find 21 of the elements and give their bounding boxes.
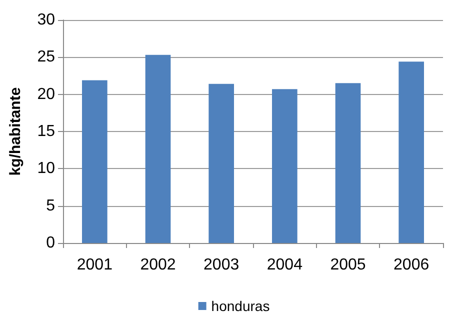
y-tick-label: 0 xyxy=(46,234,56,252)
x-tick-label: 2003 xyxy=(204,256,240,274)
bar xyxy=(208,84,234,243)
x-tick-label: 2005 xyxy=(330,256,366,274)
x-tick-label: 2006 xyxy=(394,256,430,274)
y-tick-label: 5 xyxy=(46,197,56,214)
legend-label: honduras xyxy=(211,298,270,314)
y-tick-label: 10 xyxy=(37,160,56,178)
x-tick-label: 2001 xyxy=(76,256,113,274)
bar xyxy=(335,83,361,243)
x-tick-label: 2002 xyxy=(140,256,176,274)
y-tick-label: 15 xyxy=(37,123,56,140)
bar xyxy=(82,80,108,243)
y-tick-label: 20 xyxy=(37,86,56,103)
y-axis-title: kg/habitante xyxy=(7,87,24,176)
bar xyxy=(272,89,298,243)
x-tick-label: 2004 xyxy=(266,256,303,274)
y-tick-label: 25 xyxy=(37,48,56,66)
bar xyxy=(145,54,171,243)
y-tick-label: 30 xyxy=(37,12,56,28)
bar xyxy=(398,62,424,243)
